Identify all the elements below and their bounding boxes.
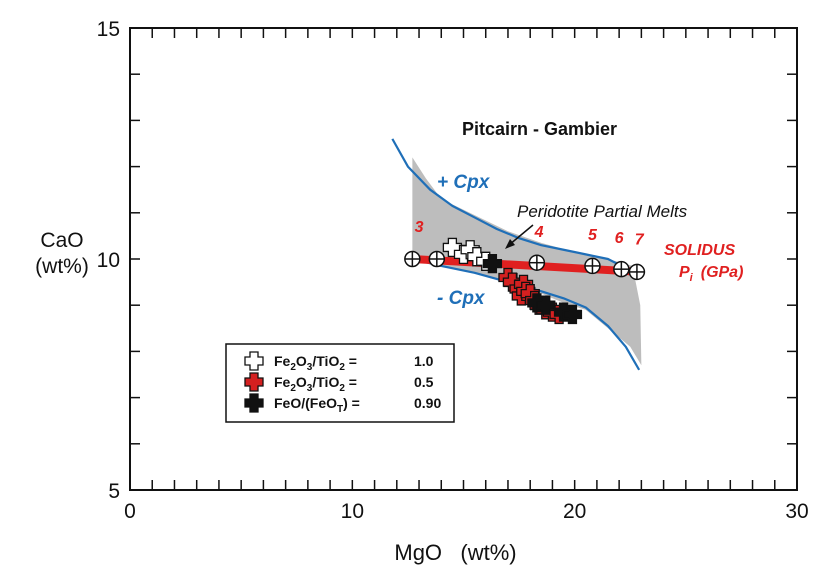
y-axis-label: CaO bbox=[40, 229, 83, 252]
axes-layer: 0 10 20 30 5 10 15 MgO (wt%) CaO (wt%) bbox=[35, 18, 809, 565]
x-axis-label: MgO (wt%) bbox=[394, 540, 516, 565]
y-tick-label: 15 bbox=[97, 18, 120, 41]
legend-label: FeO/(FeOT) = bbox=[274, 395, 360, 415]
svg-text:Pi(GPa): Pi (GPa) bbox=[679, 264, 743, 284]
solidus-point bbox=[584, 257, 601, 275]
minus-cpx-label: - Cpx bbox=[437, 288, 486, 309]
pressure-number: 7 bbox=[635, 232, 645, 249]
legend: Fe2O3/TiO2 = 1.0 Fe2O3/TiO2 = 0.5 FeO/(FeOT)… bbox=[225, 343, 455, 423]
x-tick-label: 30 bbox=[785, 500, 808, 523]
legend-box bbox=[225, 343, 455, 423]
series-3 bbox=[482, 253, 583, 325]
lower-cpx-curve bbox=[412, 257, 641, 371]
pressure-number: 5 bbox=[588, 227, 598, 244]
x-tick-label: 20 bbox=[563, 500, 586, 523]
melt-region bbox=[412, 157, 642, 366]
solidus-point bbox=[404, 250, 421, 268]
peridotite-arrow bbox=[505, 224, 534, 249]
legend-label: Fe2O3/TiO2 = bbox=[274, 374, 357, 394]
solidus-label: SOLIDUS bbox=[664, 242, 735, 259]
solidus-points bbox=[404, 250, 646, 281]
data-point bbox=[536, 295, 556, 315]
legend-value: 0.5 bbox=[414, 374, 434, 390]
solidus-line bbox=[412, 255, 642, 276]
legend-marker bbox=[244, 351, 264, 371]
y-axis-label: (wt%) bbox=[35, 255, 89, 278]
pressure-number: 4 bbox=[534, 224, 544, 241]
y-tick-label: 5 bbox=[108, 480, 120, 503]
legend-value: 1.0 bbox=[414, 353, 434, 369]
pressure-number: 6 bbox=[615, 230, 624, 247]
x-tick-label: 0 bbox=[124, 500, 136, 523]
legend-marker bbox=[244, 393, 264, 413]
data-point bbox=[562, 304, 583, 325]
pressure-label: Pi (GPa) bbox=[679, 264, 743, 284]
pressure-symbol: P bbox=[679, 264, 690, 281]
plus-cpx-label: + Cpx bbox=[437, 172, 491, 193]
legend-label: Fe2O3/TiO2 = bbox=[274, 353, 357, 373]
solidus-point bbox=[628, 263, 646, 281]
upper-cpx-curve bbox=[391, 138, 640, 279]
chart-title: Pitcairn - Gambier bbox=[462, 119, 617, 139]
legend-marker bbox=[244, 372, 264, 392]
peridotite-label: Peridotite Partial Melts bbox=[517, 202, 688, 221]
legend-value: 0.90 bbox=[414, 395, 441, 411]
pressure-subscript: i bbox=[690, 272, 694, 284]
pressure-unit: (GPa) bbox=[701, 264, 744, 281]
solidus-point bbox=[528, 254, 546, 271]
x-tick-label: 10 bbox=[341, 500, 364, 523]
data-point bbox=[482, 253, 503, 274]
solidus-point bbox=[428, 250, 446, 268]
y-tick-label: 10 bbox=[97, 249, 120, 272]
pressure-number: 3 bbox=[415, 219, 424, 236]
solidus-point bbox=[613, 260, 630, 278]
